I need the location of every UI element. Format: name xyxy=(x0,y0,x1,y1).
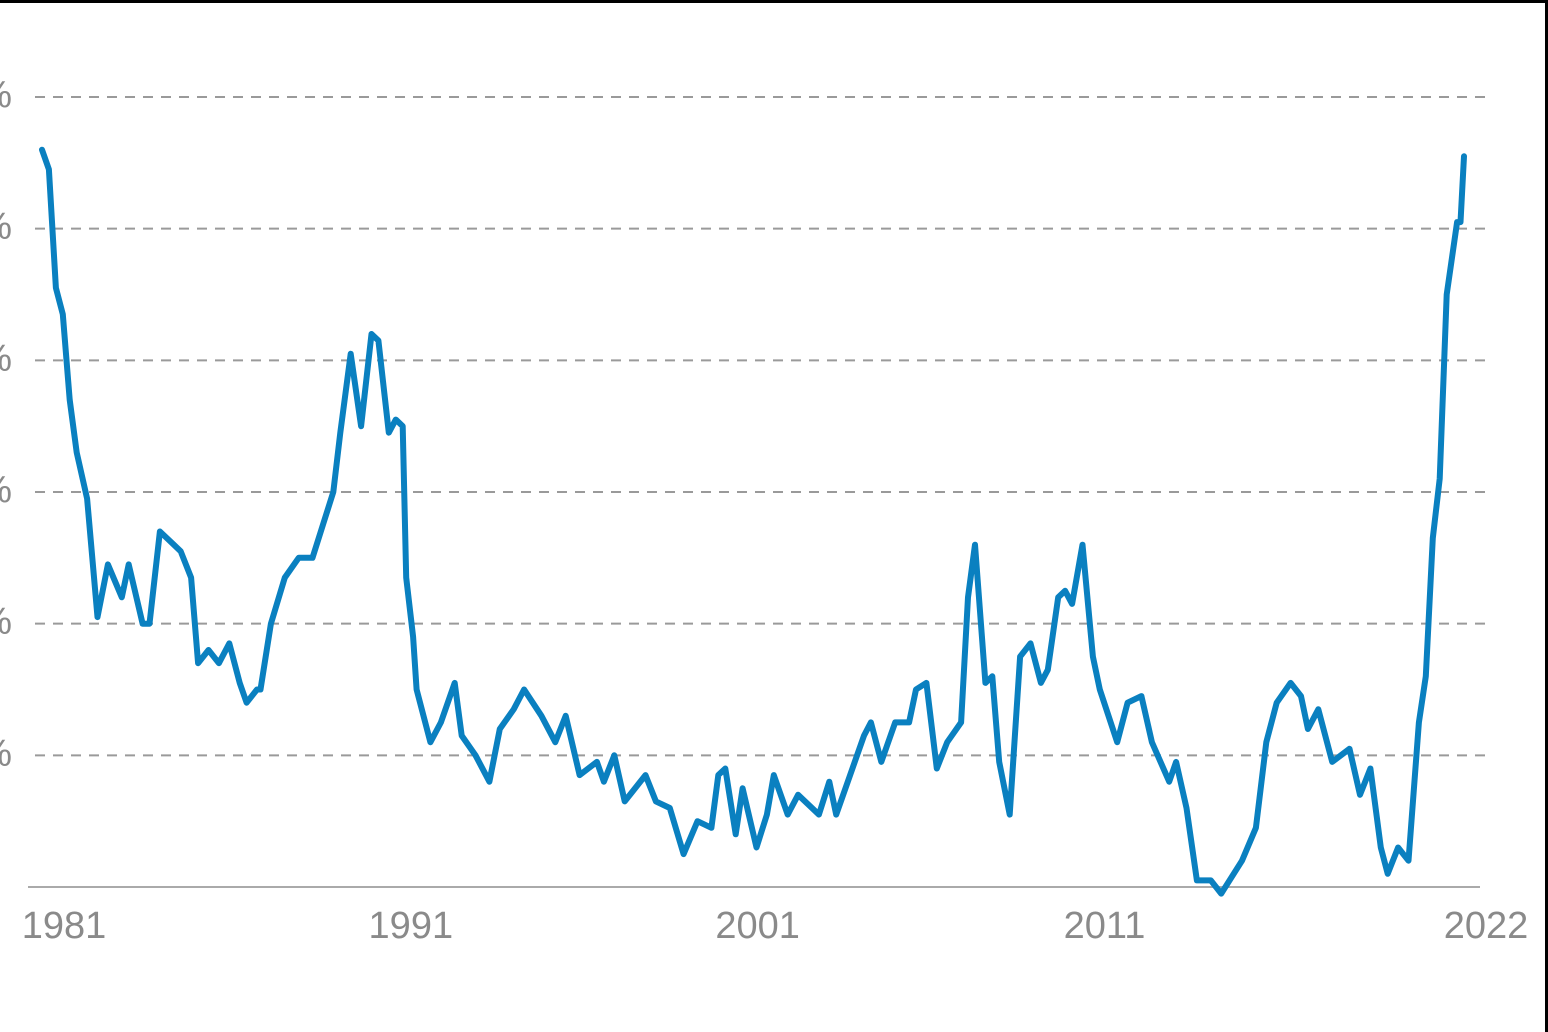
y-tick-label: 6% xyxy=(0,469,12,511)
x-tick-label: 1991 xyxy=(369,905,454,947)
y-tick-label: 10% xyxy=(0,206,12,248)
y-tick-label: 2% xyxy=(0,732,12,774)
line-series xyxy=(39,146,1467,897)
y-tick-label: 8% xyxy=(0,337,12,379)
x-tick-label: 1981 xyxy=(22,905,107,947)
x-tick-label: 2022 xyxy=(1444,905,1529,947)
x-tick-label: 2011 xyxy=(1064,905,1146,947)
y-tick-label: 4% xyxy=(0,601,12,643)
y-tick-label: 12% xyxy=(0,74,12,116)
x-tick-label: 2001 xyxy=(715,905,800,947)
